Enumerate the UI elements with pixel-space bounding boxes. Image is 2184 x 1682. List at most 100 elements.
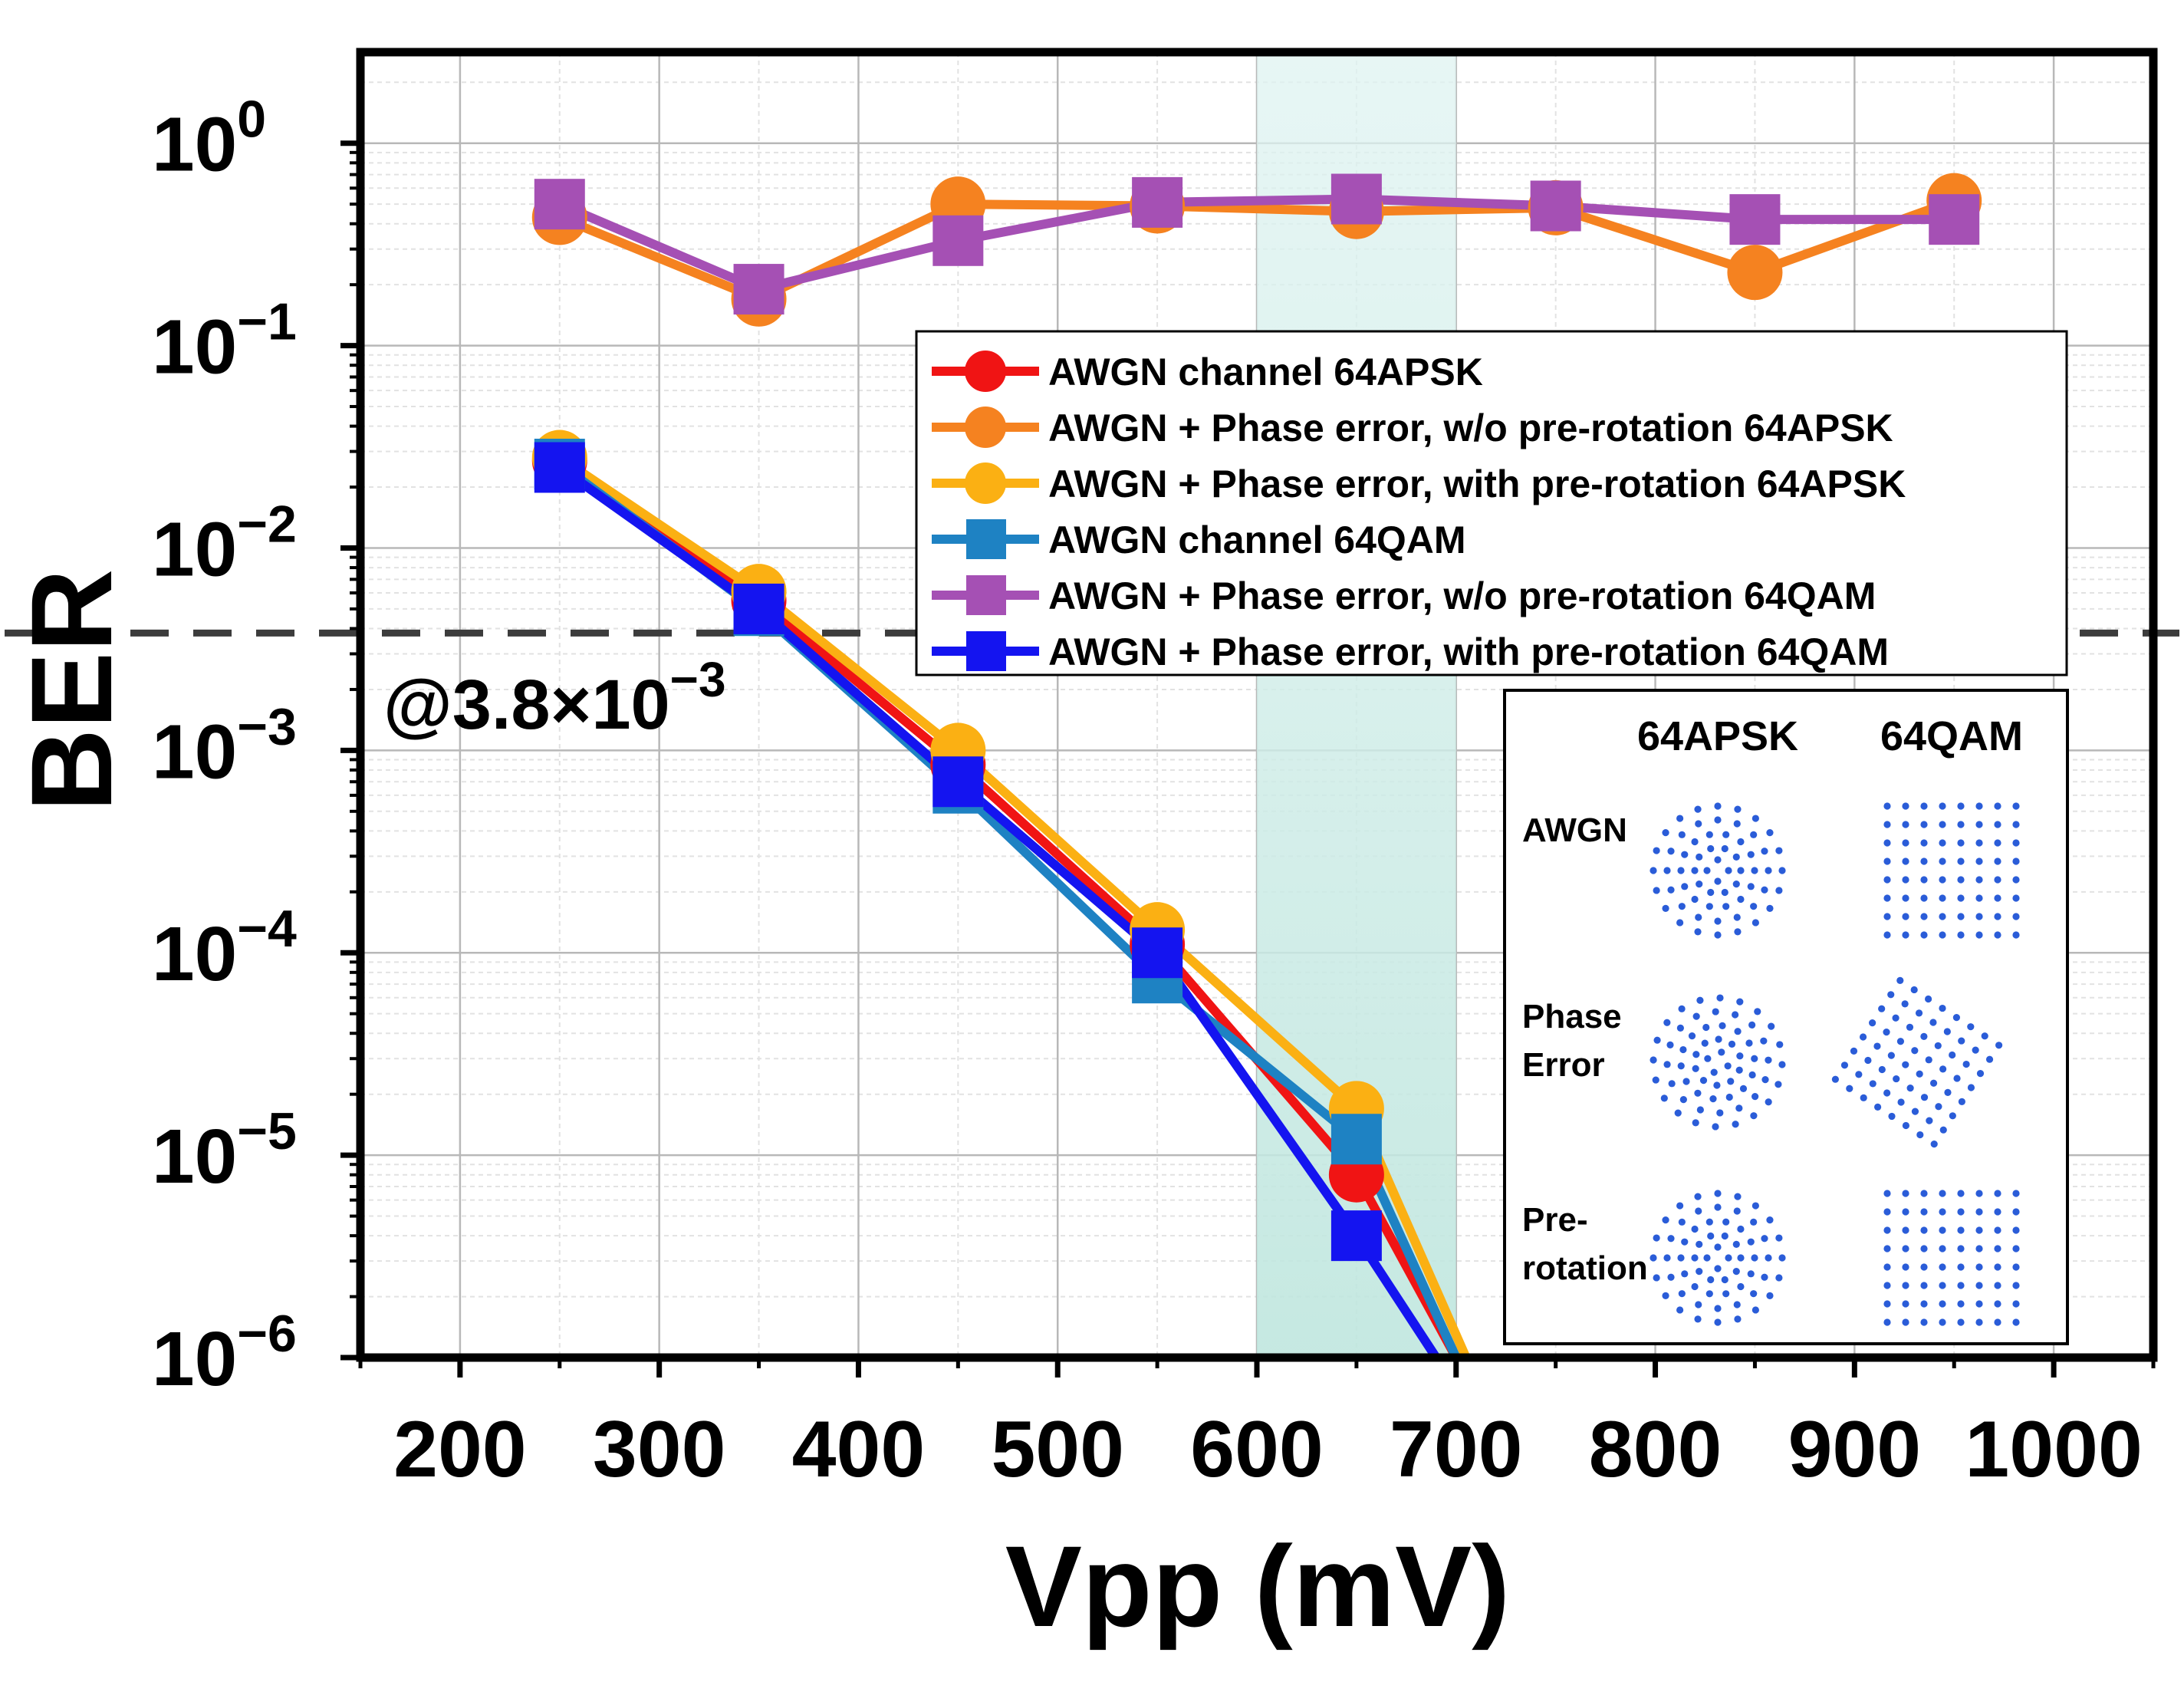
constellation-dot [1751, 1093, 1759, 1101]
constellation-dot [1734, 1193, 1742, 1200]
constellation-dot [1714, 802, 1722, 810]
constellation-dot [1676, 919, 1684, 927]
constellation-dot [1695, 820, 1702, 828]
constellation-dot [1682, 1078, 1690, 1085]
constellation-dot [1994, 876, 2001, 884]
inset-row-label: Error [1522, 1046, 1605, 1084]
constellation-dot [1676, 1202, 1684, 1210]
constellation-dot [1902, 802, 1909, 810]
constellation-dot [1920, 839, 1928, 847]
constellation-dot [2012, 913, 2020, 920]
data-point [534, 179, 585, 230]
constellation-dot [1716, 994, 1724, 1002]
constellation-dot [1702, 1023, 1710, 1032]
constellation-dot [1939, 1263, 1946, 1271]
x-tick-label: 400 [792, 1405, 926, 1494]
constellation-dot [1713, 1081, 1721, 1089]
constellation-dot [1704, 1055, 1712, 1062]
constellation-dot [1709, 1095, 1717, 1103]
constellation-dot [1705, 1290, 1713, 1298]
constellation-dot [2012, 1282, 2020, 1289]
constellation-dot [1994, 821, 2001, 828]
constellation-dot [1696, 1240, 1703, 1248]
constellation-dot [1732, 1268, 1740, 1275]
constellation-dot [1939, 1318, 1946, 1326]
constellation-dot [1957, 1208, 1965, 1216]
y-tick-base: 10 [152, 1316, 237, 1402]
constellation-dot [1775, 847, 1783, 854]
constellation-dot [1949, 1112, 1956, 1120]
legend-marker [966, 575, 1006, 615]
constellation-dot [1653, 1234, 1660, 1242]
constellation-dot [1662, 904, 1669, 912]
constellation-dot [1734, 1315, 1742, 1323]
constellation-dot [1695, 1301, 1702, 1308]
constellation-dot [1994, 1282, 2001, 1289]
constellation-dot [1660, 1094, 1668, 1102]
inset-column-label: 64QAM [1880, 713, 2023, 759]
legend-item: AWGN + Phase error, w/o pre-rotation 64A… [932, 407, 1893, 449]
constellation-dot [1874, 1103, 1882, 1111]
constellation-dot [1692, 1012, 1700, 1020]
inset-row-label: rotation [1522, 1249, 1648, 1287]
constellation-dot [2012, 821, 2020, 828]
constellation-dot [1696, 1268, 1703, 1275]
constellation-dot [1692, 1119, 1699, 1127]
constellation-dot [1916, 1131, 1924, 1139]
constellation-dot [1678, 903, 1686, 910]
constellation-dot [1897, 1098, 1905, 1106]
constellation-dot [2012, 1245, 2020, 1252]
constellation-dot [1902, 1245, 1909, 1252]
constellation-dot [1883, 821, 1891, 828]
constellation-dot [1994, 1226, 2001, 1234]
constellation-dot [1975, 1208, 1983, 1216]
constellation-dot [1902, 1263, 1909, 1271]
constellation-dot [1778, 867, 1786, 874]
constellation-dot [1705, 903, 1713, 910]
constellation-dot [1760, 1037, 1768, 1045]
legend: AWGN channel 64APSK AWGN + Phase error, w… [915, 330, 2068, 676]
legend-marker [966, 519, 1006, 559]
constellation-dot [1906, 1023, 1914, 1031]
constellation-dot [1721, 844, 1728, 853]
threshold-label-base: @3.8×10 [383, 666, 670, 744]
constellation-dot [1733, 1301, 1741, 1308]
threshold-label-exp: −3 [670, 652, 726, 707]
constellation-dot [1737, 1254, 1745, 1262]
constellation-dot [1883, 1318, 1891, 1326]
qam-constellation [1883, 1190, 2020, 1326]
data-point [932, 756, 984, 808]
constellation-dot [1944, 1088, 1952, 1096]
constellation-dot [1775, 887, 1783, 894]
constellation-dot [1677, 867, 1685, 874]
constellation-dot [1883, 1300, 1891, 1308]
constellation-dot [1732, 1121, 1739, 1128]
constellation-dot [1887, 991, 1895, 999]
constellation-dot [1714, 816, 1722, 824]
data-point [1330, 1114, 1382, 1165]
constellation-dot [1916, 1070, 1923, 1078]
constellation-dot [1901, 1000, 1909, 1008]
constellation-dot [1696, 996, 1704, 1004]
constellation-dot [1714, 1203, 1722, 1211]
constellation-dot [1953, 1075, 1961, 1082]
constellation-dot [1716, 1109, 1724, 1117]
data-point [1530, 180, 1581, 232]
y-tick-label: 100 [152, 91, 266, 188]
constellation-dot [1663, 1061, 1671, 1068]
constellation-dot [1883, 1282, 1891, 1289]
constellation-dot [1663, 867, 1671, 874]
constellation-dot [1957, 1318, 1965, 1326]
constellation-dot [1750, 1112, 1758, 1120]
constellation-dot [1915, 1009, 1923, 1017]
x-tick-label: 200 [393, 1405, 527, 1494]
inset-box [1503, 689, 2069, 1345]
constellation-dot [1883, 1190, 1891, 1197]
constellation-dot [1873, 1042, 1881, 1050]
constellation-dot [1734, 928, 1742, 936]
constellation-dot [1732, 853, 1740, 861]
constellation-dot [1768, 1022, 1775, 1030]
x-tick-label: 900 [1788, 1405, 1922, 1494]
constellation-dot [1728, 1040, 1736, 1048]
y-tick-exp: 0 [237, 91, 266, 149]
